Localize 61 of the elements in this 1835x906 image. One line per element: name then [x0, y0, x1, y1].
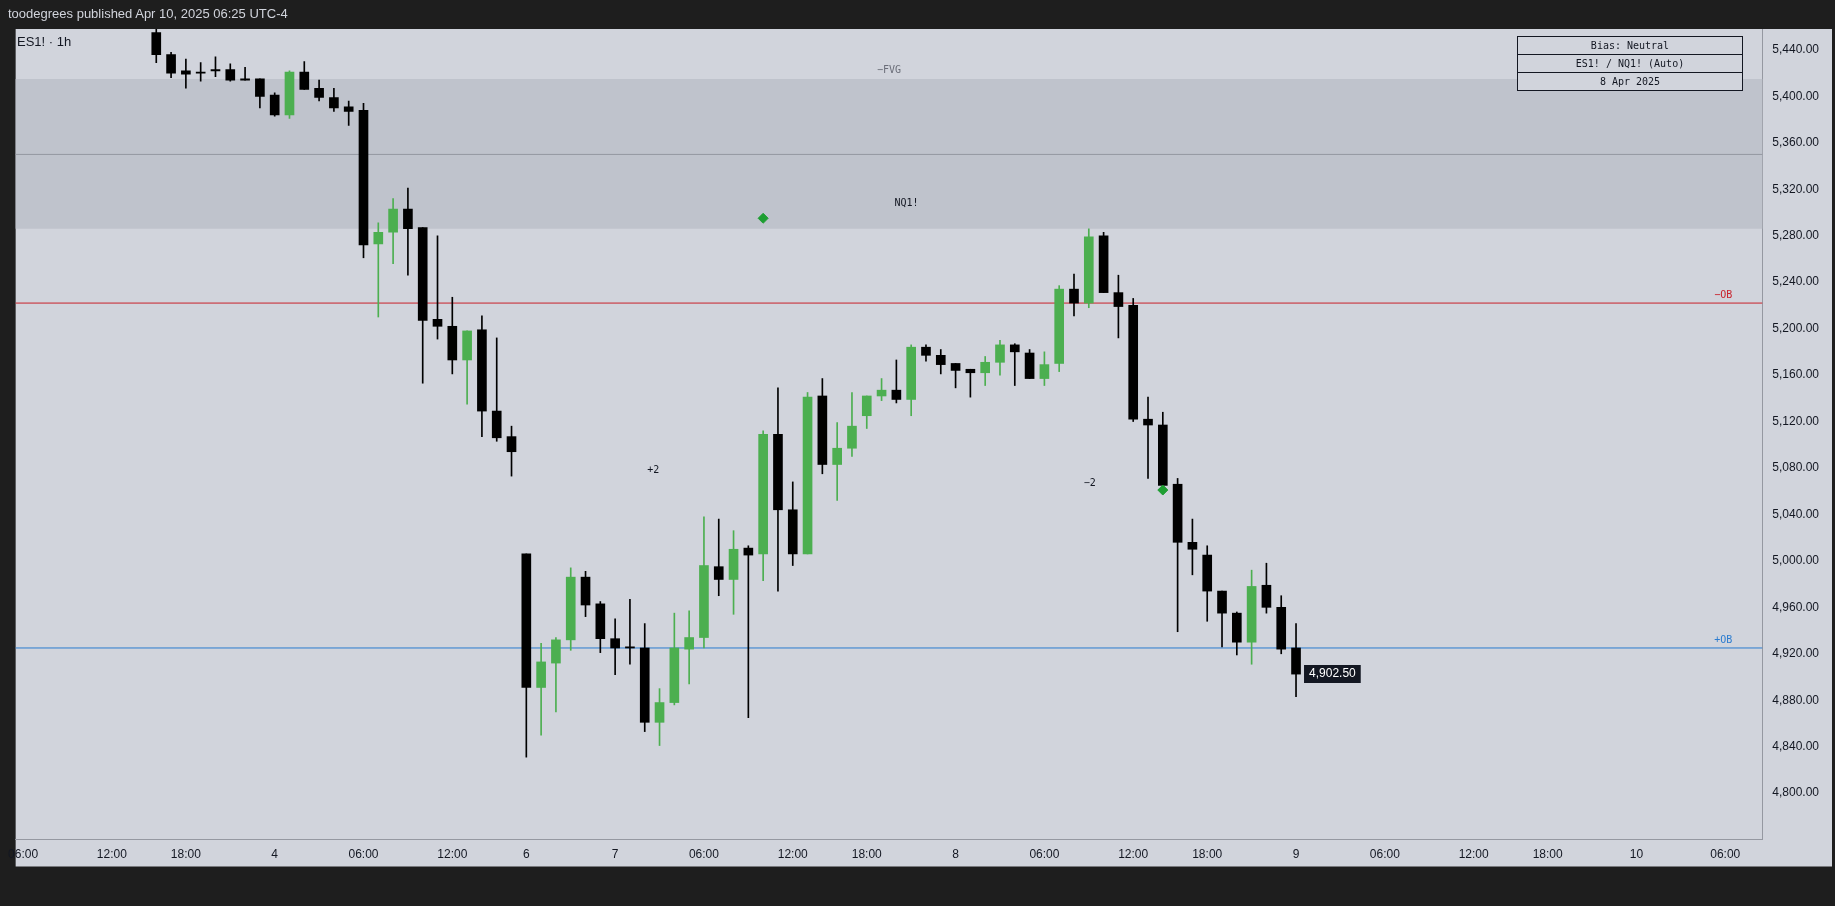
chart-title: ES1! · 1h	[17, 34, 72, 49]
x-tick-label: 06:00	[348, 847, 379, 862]
annotation: Bias: Neutral	[1589, 39, 1671, 53]
y-tick-label: 5,080.00	[1772, 460, 1820, 475]
x-tick-label: 6	[522, 847, 530, 862]
candlestick	[625, 598, 635, 665]
band-label: −FVG	[876, 63, 902, 75]
candlestick	[610, 618, 620, 676]
y-tick-label: 5,440.00	[1772, 42, 1820, 57]
x-tick-label: 18:00	[170, 847, 202, 862]
y-tick-label: 5,000.00	[1772, 553, 1820, 568]
ref-line-label: +OB	[1714, 633, 1733, 645]
x-tick-label: 9	[1292, 847, 1300, 862]
x-tick-label: 18:00	[1192, 847, 1223, 862]
y-tick-label: 5,040.00	[1772, 506, 1820, 521]
y-tick-label: 5,120.00	[1772, 413, 1820, 428]
x-tick-label: 06:00	[1710, 847, 1741, 862]
annotation: +2	[647, 464, 660, 476]
x-tick-label: 12:00	[1118, 847, 1149, 862]
annotation: NQ1!	[894, 196, 919, 208]
y-tick-label: 5,160.00	[1772, 367, 1820, 382]
y-tick-label: 5,200.00	[1772, 320, 1820, 335]
x-tick-label: 18:00	[1532, 847, 1563, 862]
y-tick-label: 4,800.00	[1772, 785, 1820, 800]
candlestick	[713, 518, 724, 597]
x-tick-label: 12:00	[777, 847, 809, 862]
x-tick-label: 4	[271, 847, 279, 862]
candlestick	[1143, 396, 1153, 479]
x-tick-label: 12:00	[96, 847, 128, 862]
y-tick-label: 4,960.00	[1772, 599, 1820, 614]
candlestick	[181, 58, 191, 89]
y-tick-label: 5,280.00	[1772, 228, 1820, 243]
y-tick-label: 5,360.00	[1772, 135, 1820, 150]
x-tick-label: 12:00	[1458, 847, 1489, 862]
y-tick-label: 5,320.00	[1772, 181, 1820, 196]
x-tick-label: 7	[611, 847, 619, 862]
candlestick	[373, 222, 384, 318]
x-tick-label: 06:00	[1029, 847, 1060, 862]
x-tick-label: 06:00	[1369, 847, 1401, 862]
annotation: 4,902.50	[1309, 666, 1357, 681]
ref-line-label: −OB	[1714, 288, 1733, 300]
y-tick-label: 4,840.00	[1772, 739, 1820, 754]
candlestick	[1009, 343, 1020, 386]
y-tick-label: 4,880.00	[1772, 692, 1820, 707]
x-tick-label: 8	[952, 847, 960, 862]
y-tick-label: 4,920.00	[1772, 646, 1820, 661]
y-tick-label: 5,400.00	[1772, 88, 1820, 103]
annotation: −2	[1083, 476, 1096, 488]
annotation: ES1! / NQ1! (Auto)	[1518, 54, 1742, 72]
annotation: 8 Apr 2025	[1518, 72, 1742, 90]
x-tick-label: 12:00	[437, 847, 468, 862]
text: toodegrees published Apr 10, 2025 06:25 UTC-4	[8, 6, 288, 21]
info-panel: Bias: Neutral ES1! / NQ1! (Auto) 8 Apr 2025	[1517, 36, 1743, 91]
candlestick	[403, 187, 413, 276]
x-tick-label: 06:00	[688, 847, 720, 862]
y-tick-label: 5,240.00	[1772, 274, 1820, 289]
candlestick	[684, 610, 694, 685]
candlestick	[343, 100, 354, 126]
candlestick	[832, 422, 842, 501]
x-tick-label: 10	[1629, 847, 1644, 862]
x-tick-label: 18:00	[851, 847, 883, 862]
